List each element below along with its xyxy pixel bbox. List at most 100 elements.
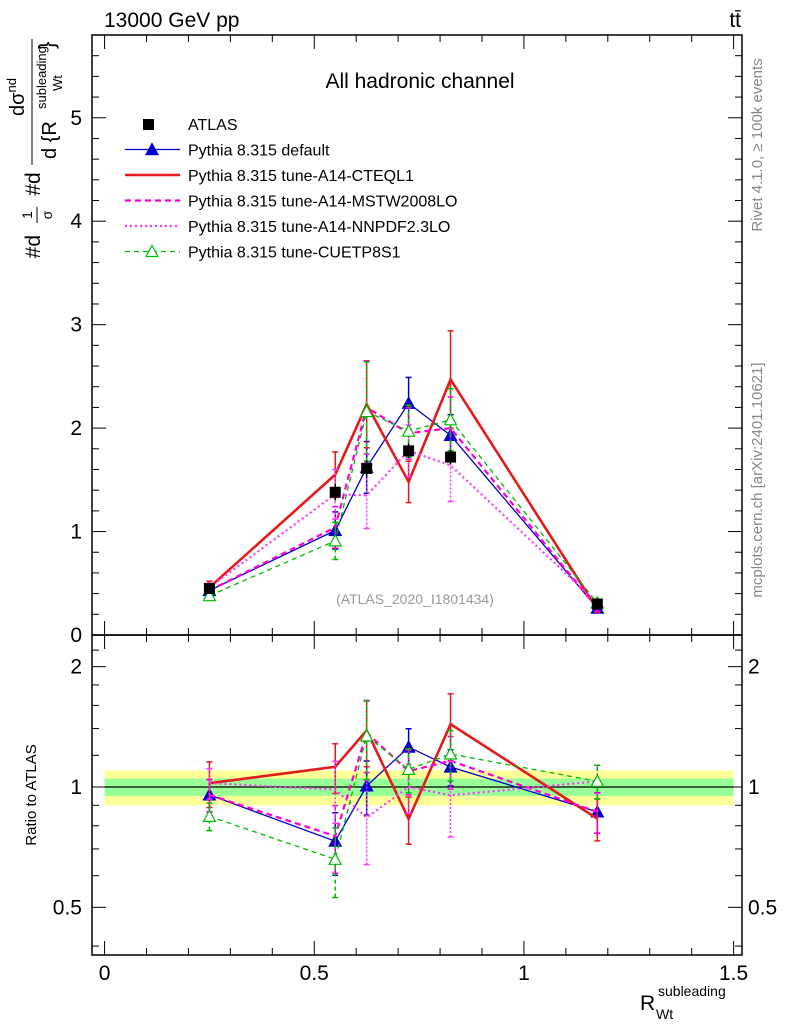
ylabel-part-d: #d [22,172,45,195]
plot-title: All hadronic channel [325,70,514,93]
main-y-axis-label: #d 1 σ #d dσnd d {R subleading Wt } [4,39,65,258]
energy-label: 13000 GeV pp [104,9,239,32]
ratio-series-cteql1 [206,693,601,846]
data-point [445,451,457,463]
ylabel-part-a: #d [22,235,45,258]
y-tick-label: 3 [70,314,82,337]
analysis-label: (ATLAS_2020_I1801434) [336,591,494,607]
svg-text:Wt: Wt [656,1006,673,1022]
ratio-uncertainty-bands [104,770,734,806]
ylabel-den-close: } [34,42,59,49]
ratio-line-default [209,746,598,842]
svg-text:d {R: d {R [39,121,61,159]
main-marker-cuetp8s1 [359,404,374,418]
rivet-label: Rivet 4.1.0, ≥ 100k events [749,58,766,231]
data-point [591,598,603,610]
legend-marker-default [144,142,160,156]
data-point [329,486,341,498]
svg-text:}: } [34,42,59,49]
main-line-nnpdf [208,449,599,604]
legend-entry-cteql1: Pythia 8.315 tune-A14-CTEQL1 [125,168,414,185]
xlabel-sup: subleading [658,983,726,999]
x-tick-label: 1 [518,962,530,985]
legend: ATLAS Pythia 8.315 default Pythia 8.315 tu… [125,117,457,262]
svg-text:subleading: subleading [34,46,49,109]
ratio-marker-cuetp8s1 [359,728,374,742]
x-tick-label: 0 [99,962,111,985]
ratio-tick-label: 1 [70,776,82,799]
main-series-mstw [206,360,601,612]
process-label: tt̄ [729,9,741,32]
ratio-line-cteql1 [209,722,599,823]
main-line-mstw [208,405,599,609]
data-point [403,445,415,457]
main-line-cteql1 [208,376,599,610]
ratio-plot-series [202,693,605,899]
main-plot-series [202,330,605,614]
legend-entry-cuetp8s1: Pythia 8.315 tune-CUETP8S1 [125,244,401,262]
ratio-tick-label-right: 0.5 [748,896,777,919]
ratio-y-axis-label: Ratio to ATLAS [23,744,40,845]
svg-text:1: 1 [19,211,35,219]
y-tick-label: 4 [70,210,82,233]
ratio-marker-cuetp8s1 [328,852,343,865]
svg-text:R: R [640,992,655,1015]
x-tick-label: 0.5 [300,962,329,985]
y-tick-label: 0 [70,624,82,647]
svg-text:σ: σ [39,210,55,219]
main-series-default [202,376,605,614]
ratio-line-cuetp8s1 [209,734,598,861]
ylabel-num-sup: nd [4,78,19,92]
main-series-cteql1 [206,330,601,613]
ylabel-part-c: σ [39,210,55,219]
y-tick-label: 5 [70,107,82,130]
axis-tick-labels: 0 0.5 1 1.5 0 1 2 3 4 5 0.5 0.5 1 1 2 2 [53,107,777,985]
ylabel-den-sub: Wt [50,75,65,91]
ylabel-part-b: 1 [19,211,35,219]
legend-entry-default: Pythia 8.315 default [125,142,330,160]
legend-data-label: ATLAS [188,117,238,134]
ratio-plot-frame [91,634,743,956]
legend-entry-nnpdf: Pythia 8.315 tune-A14-NNPDF2.3LO [125,219,450,236]
main-marker-cuetp8s1 [328,533,343,547]
data-point [361,462,373,474]
ylabel-den-sup: subleading [34,46,49,109]
ylabel-den: d {R [39,121,61,159]
svg-text:Wt: Wt [50,75,65,91]
main-line-default [209,402,598,609]
legend-marker-cuetp8s1 [144,244,160,258]
ratio-tick-label-right: 2 [748,656,760,679]
ratio-line-mstw [209,730,598,838]
ratio-marker-cuetp8s1 [401,762,416,775]
svg-text:subleading: subleading [658,983,726,999]
legend-label-cuetp8s1: Pythia 8.315 tune-CUETP8S1 [188,245,401,262]
x-tick-label: 1.5 [719,962,748,985]
ratio-series-cuetp8s1 [202,700,605,899]
ratio-marker-cuetp8s1 [443,746,458,760]
main-series-cuetp8s1 [202,361,605,609]
ratio-tick-label: 0.5 [53,896,82,919]
svg-text:dσnd: dσnd [4,78,29,116]
main-marker-cuetp8s1 [202,588,217,602]
legend-label-nnpdf: Pythia 8.315 tune-A14-NNPDF2.3LO [188,219,450,236]
legend-entry-mstw: Pythia 8.315 tune-A14-MSTW2008LO [125,194,457,211]
main-series-data [203,443,603,610]
data-point [203,582,215,594]
legend-label-default: Pythia 8.315 default [188,143,330,160]
legend-data-marker [143,119,154,130]
axis-ticks [92,34,742,955]
ratio-marker-cuetp8s1 [590,774,605,787]
y-tick-label: 1 [70,521,82,544]
ratio-tick-label: 2 [70,656,82,679]
main-marker-cuetp8s1 [401,423,416,437]
svg-text:#d: #d [22,235,45,258]
mcplots-label: mcplots.cern.ch [arXiv:2401.10621] [749,362,766,597]
svg-text:#d: #d [22,172,45,195]
xlabel-sub: Wt [656,1006,673,1022]
main-marker-cuetp8s1 [443,412,458,426]
ratio-marker-cuetp8s1 [202,809,217,822]
legend-entry-data: ATLAS [143,117,238,134]
ratio-tick-label-right: 1 [748,776,760,799]
main-line-cuetp8s1 [209,410,598,604]
